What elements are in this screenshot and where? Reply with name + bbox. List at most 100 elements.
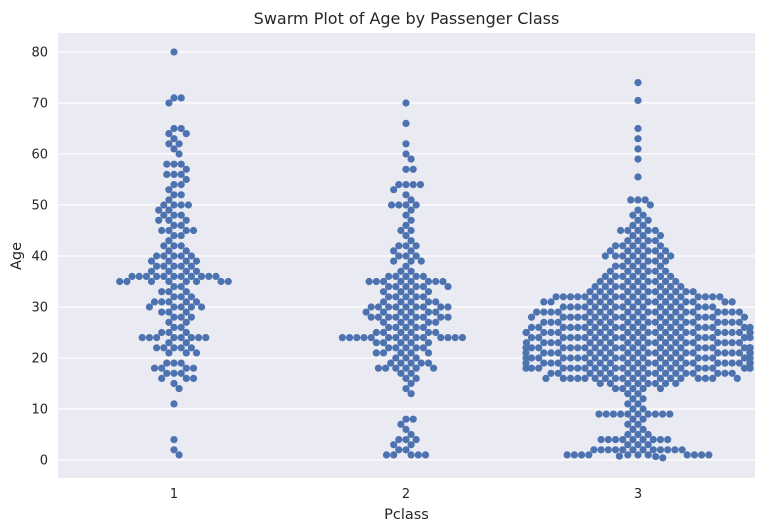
point-class1-145 (150, 364, 159, 372)
point-class3-490 (664, 436, 672, 444)
point-class2-19 (402, 211, 410, 219)
point-class3-243 (522, 328, 530, 337)
point-class3-512 (577, 451, 586, 459)
point-class3-65 (639, 272, 647, 280)
point-class3-189 (661, 318, 670, 326)
point-class3-322 (554, 349, 562, 357)
point-class2-106 (419, 323, 427, 331)
point-class1-37 (182, 216, 190, 224)
x-tick-label-2: 2 (402, 487, 410, 502)
point-class3-83 (656, 283, 665, 291)
point-class3-103 (656, 293, 665, 301)
point-class3-414 (606, 369, 615, 377)
point-class2-42 (392, 272, 400, 280)
point-class3-376 (540, 359, 548, 367)
point-class3-329 (522, 349, 530, 357)
point-class3-175 (677, 313, 685, 321)
point-class2-143 (412, 354, 420, 362)
point-class3-161 (721, 308, 729, 316)
point-class3-489 (604, 436, 612, 444)
point-class1-157 (175, 451, 183, 459)
point-class2-45 (407, 277, 415, 286)
point-class2-56 (419, 283, 427, 291)
point-class2-81 (444, 303, 452, 311)
point-class3-356 (527, 354, 536, 362)
point-class2-58 (444, 283, 452, 291)
point-class3-477 (624, 420, 632, 428)
point-class3-190 (606, 318, 615, 326)
point-class3-408 (746, 364, 754, 372)
point-class3-150 (644, 308, 652, 316)
point-class3-122 (661, 298, 670, 306)
point-class3-129 (547, 298, 555, 306)
point-class3-50 (644, 257, 652, 265)
point-class3-75 (661, 277, 670, 286)
point-class1-141 (163, 359, 171, 367)
point-class1-80 (212, 272, 220, 280)
point-class1-144 (189, 364, 198, 372)
point-class2-3 (402, 150, 410, 158)
point-class1-34 (177, 211, 185, 219)
point-class2-154 (429, 364, 438, 372)
point-class3-400 (566, 364, 575, 372)
point-class3-107 (591, 293, 599, 301)
point-class2-110 (424, 328, 433, 337)
chart-title: Swarm Plot of Age by Passenger Class (254, 9, 560, 28)
point-class2-89 (412, 313, 420, 321)
point-class3-491 (597, 436, 605, 444)
point-class1-56 (187, 252, 195, 260)
point-class3-187 (644, 318, 652, 326)
point-class1-63 (177, 262, 185, 270)
point-class3-465 (624, 410, 632, 418)
point-class3-498 (649, 446, 657, 454)
point-class3-81 (619, 283, 627, 291)
point-class2-21 (402, 221, 410, 229)
point-class2-91 (419, 313, 427, 321)
point-class3-78 (596, 277, 604, 286)
point-class3-508 (624, 451, 632, 459)
point-class1-116 (170, 323, 178, 331)
point-class2-0 (402, 99, 410, 107)
point-class3-389 (619, 364, 627, 372)
point-class3-246 (629, 334, 637, 342)
point-class3-349 (574, 354, 582, 362)
point-class3-354 (535, 354, 543, 362)
point-class3-55 (619, 262, 627, 270)
point-class3-420 (714, 369, 722, 377)
point-class1-109 (182, 308, 190, 316)
point-class2-147 (417, 359, 425, 367)
point-class2-87 (362, 308, 370, 316)
point-class3-258 (701, 334, 710, 342)
point-class1-83 (182, 277, 190, 286)
point-class3-181 (709, 313, 717, 321)
point-class3-318 (586, 349, 594, 357)
point-class3-118 (624, 298, 632, 306)
point-class3-344 (601, 354, 609, 362)
point-class3-404 (740, 364, 749, 372)
point-class3-135 (656, 303, 665, 311)
point-class3-345 (591, 354, 599, 362)
point-class3-303 (527, 344, 536, 352)
point-class2-124 (345, 334, 354, 342)
point-class3-353 (559, 354, 567, 362)
point-class3-160 (554, 308, 562, 316)
point-class3-156 (586, 308, 594, 316)
point-class3-390 (656, 364, 665, 372)
point-class2-93 (374, 313, 383, 321)
point-class3-273 (672, 339, 680, 347)
point-class3-374 (547, 359, 555, 367)
y-tick-label-40: 40 (31, 250, 48, 265)
point-class2-99 (379, 318, 388, 326)
point-class1-72 (177, 272, 185, 280)
point-class1-86 (217, 277, 225, 286)
point-class3-255 (581, 334, 589, 342)
point-class1-85 (147, 277, 156, 286)
point-class3-369 (682, 359, 690, 367)
point-class3-219 (535, 323, 543, 331)
point-class2-18 (407, 206, 415, 214)
point-class2-119 (437, 334, 445, 342)
point-class3-68 (611, 272, 620, 280)
point-class2-41 (412, 272, 420, 280)
point-class1-9 (175, 140, 183, 148)
